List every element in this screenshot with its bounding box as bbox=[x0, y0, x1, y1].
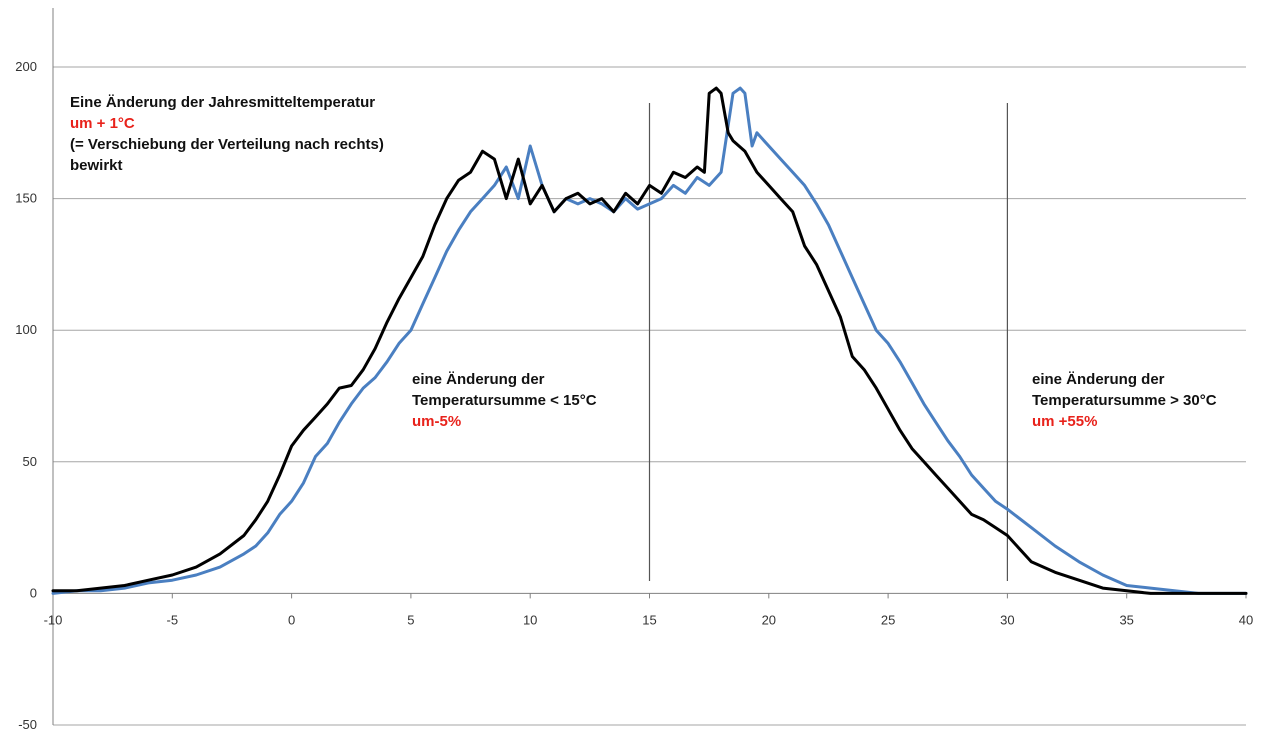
y-tick-label: 50 bbox=[23, 454, 37, 469]
annotation-below-15: eine Änderung der Temperatursumme < 15°C… bbox=[412, 369, 597, 432]
x-tick-label: 40 bbox=[1239, 612, 1253, 627]
y-tick-label: 200 bbox=[15, 59, 37, 74]
annotation-below-15-line2: Temperatursumme < 15°C bbox=[412, 392, 597, 409]
annotation-mean-shift-line3: (= Verschiebung der Verteilung nach rech… bbox=[70, 136, 384, 153]
annotation-mean-shift-line2: um + 1°C bbox=[70, 115, 135, 132]
annotation-above-30-line3: um +55% bbox=[1032, 413, 1098, 430]
x-tick-label: 10 bbox=[523, 612, 537, 627]
annotation-mean-shift-line4: bewirkt bbox=[70, 157, 123, 174]
annotation-above-30-line1: eine Änderung der bbox=[1032, 371, 1165, 388]
annotation-above-30: eine Änderung der Temperatursumme > 30°C… bbox=[1032, 369, 1217, 432]
series-lines bbox=[51, 86, 1248, 595]
annotation-below-15-line3: um-5% bbox=[412, 413, 462, 430]
y-tick-label: 150 bbox=[15, 191, 37, 206]
y-tick-label: -50 bbox=[18, 717, 37, 731]
x-tick-label: 25 bbox=[881, 612, 895, 627]
y-tick-label: 0 bbox=[30, 585, 37, 600]
vertical-markers bbox=[648, 103, 1009, 581]
x-tick-label: -10 bbox=[44, 612, 63, 627]
annotation-below-15-line1: eine Änderung der bbox=[412, 371, 545, 388]
y-tick-label: 100 bbox=[15, 322, 37, 337]
x-tick-label: 30 bbox=[1000, 612, 1014, 627]
series-line-1 bbox=[51, 86, 1248, 595]
x-tick-label: -5 bbox=[167, 612, 179, 627]
x-tick-label: 5 bbox=[407, 612, 414, 627]
axes bbox=[52, 8, 1247, 725]
annotation-mean-shift-line1: Eine Änderung der Jahresmitteltemperatur bbox=[70, 94, 376, 111]
x-tick-label: 0 bbox=[288, 612, 295, 627]
annotation-mean-shift: Eine Änderung der Jahresmitteltemperatur… bbox=[70, 92, 384, 176]
annotation-above-30-line2: Temperatursumme > 30°C bbox=[1032, 392, 1217, 409]
x-tick-label: 35 bbox=[1119, 612, 1133, 627]
series-line-2 bbox=[51, 86, 1248, 595]
x-tick-label: 20 bbox=[762, 612, 776, 627]
x-tick-label: 15 bbox=[642, 612, 656, 627]
